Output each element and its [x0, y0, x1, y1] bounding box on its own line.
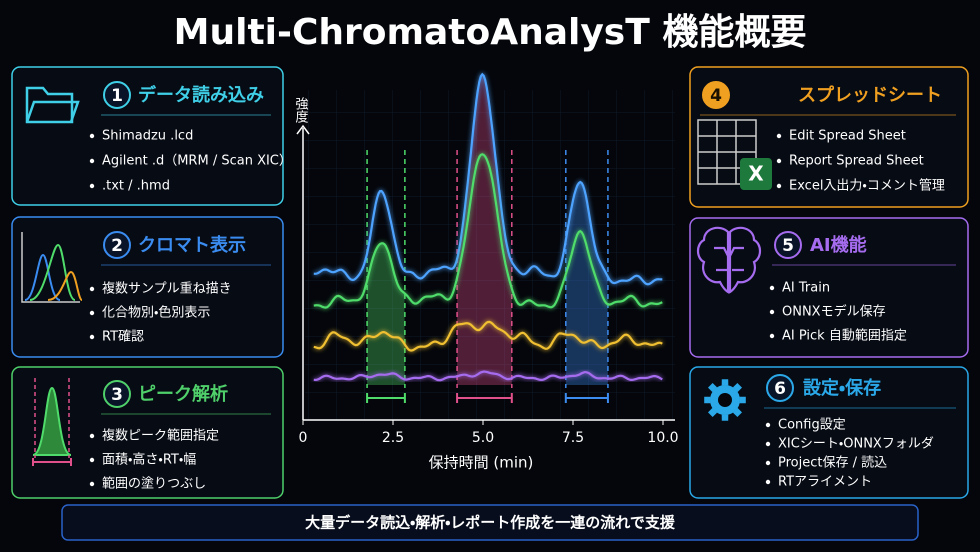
x-tick-label: 10.0	[647, 430, 678, 446]
panel-item: AI Train	[782, 281, 830, 296]
bullet	[89, 457, 95, 463]
trace	[313, 370, 663, 382]
x-tick-label: 7.5	[562, 430, 584, 446]
bullet	[776, 183, 782, 189]
bullet	[776, 133, 782, 139]
panel-icon	[25, 86, 80, 124]
range-bracket	[564, 393, 609, 403]
trace	[313, 320, 663, 352]
panel-number: 2	[111, 236, 123, 256]
panel-title: AI機能	[810, 234, 867, 256]
bullet	[89, 433, 95, 439]
bullet	[89, 133, 95, 139]
bullet	[89, 481, 95, 487]
panel-title: データ読み込み	[138, 84, 264, 106]
panel-item: Report Spread Sheet	[789, 154, 924, 169]
panel-box	[11, 366, 284, 499]
icon-text: X	[748, 162, 764, 186]
feature-panel: 1 データ読み込み Shimadzu .lcd Agilent .d（MRM / Sc…	[11, 66, 292, 206]
panel-title: クロマト表示	[138, 234, 246, 256]
panel-icon	[21, 232, 83, 303]
panel-item: 複数サンプル重ね描き	[102, 281, 232, 297]
bullet	[89, 286, 95, 292]
peak-fill	[565, 182, 608, 385]
panel-item: RTアライメント	[778, 475, 872, 490]
footer-box	[61, 504, 919, 541]
panel-icon	[704, 379, 746, 421]
number-badge	[103, 380, 131, 408]
bullet	[89, 310, 95, 316]
panel-item: Shimadzu .lcd	[102, 129, 193, 144]
bullet	[765, 479, 771, 485]
panel-item: RT確認	[102, 329, 144, 345]
bullet	[776, 158, 782, 164]
panel-box	[11, 216, 284, 358]
x-tick-label: 0	[299, 430, 308, 446]
footer: 大量データ読込・解析・レポート作成を一連の流れで支援	[305, 514, 676, 532]
panel-item: 範囲の塗りつぶし	[102, 477, 206, 492]
panel-item: 化合物別・色別表示	[102, 306, 210, 321]
panel-number: 3	[111, 385, 123, 405]
panel-item: Edit Spread Sheet	[789, 129, 906, 144]
bullet	[89, 158, 95, 164]
feature-panel: 5 AI機能 AI Train ONNXモデル保存 AI Pick 自動範囲指定	[689, 217, 969, 358]
panel-item: 複数ピーク範囲指定	[102, 428, 219, 444]
bullet	[89, 183, 95, 189]
feature-panel: 6 設定・保存 Config設定 XICシート・ONNXフォルダ Project保存 /…	[689, 366, 969, 499]
x-label: 保持時間 (min)	[429, 454, 534, 472]
panel-title: ピーク解析	[138, 383, 228, 405]
panel-item: Excel入出力・コメント管理	[789, 179, 945, 194]
y-label: 強度	[293, 97, 309, 123]
panel-item: 面積・高さ・RT・幅	[102, 452, 196, 468]
trace	[313, 72, 663, 286]
panel-number: 5	[782, 236, 794, 256]
panel-item: Config設定	[778, 418, 846, 433]
panel-title: スプレッドシート	[798, 84, 942, 106]
panel-item: AI Pick 自動範囲指定	[782, 329, 907, 344]
panel-item: Agilent .d（MRM / Scan XIC）	[102, 154, 292, 169]
number-badge	[103, 231, 131, 259]
number-badge	[103, 81, 131, 109]
range-bracket	[366, 393, 406, 403]
panel-number: 6	[774, 379, 786, 399]
panel-icon	[32, 378, 72, 466]
trace	[313, 153, 663, 309]
range-bracket	[456, 393, 513, 403]
panel-number: 4	[710, 86, 722, 106]
panel-title: 設定・保存	[803, 377, 881, 399]
bullet	[765, 460, 771, 466]
panel-item: ONNXモデル保存	[782, 304, 886, 320]
number-badge	[766, 374, 794, 402]
panel-number: 1	[111, 86, 123, 106]
panel-box	[11, 66, 284, 206]
peak-fill	[457, 74, 512, 385]
panel-icon	[697, 119, 772, 190]
title: Multi-ChromatoAnalysT 機能概要	[174, 12, 807, 53]
feature-panel: X 4 スプレッドシート Edit Spread Sheet Report Spread…	[689, 66, 969, 208]
bullet	[769, 333, 775, 339]
bullet	[765, 422, 771, 428]
number-badge	[774, 231, 802, 259]
panel-item: Project保存 / 読込	[778, 456, 887, 471]
bullet	[769, 285, 775, 291]
panel-box	[689, 366, 969, 499]
number-badge	[702, 81, 730, 109]
bullet	[765, 441, 771, 447]
x-tick-label: 2.5	[382, 430, 404, 446]
panel-item: .txt / .hmd	[102, 179, 170, 194]
chromatogram: 強度 保持時間 (min) 0 2.5 5.0 7.5 10.0	[293, 72, 679, 472]
y-arrow	[296, 124, 310, 135]
panel-item: XICシート・ONNXフォルダ	[778, 437, 934, 452]
panel-icon	[696, 226, 762, 294]
bullet	[89, 334, 95, 340]
x-tick-label: 5.0	[472, 430, 494, 446]
bullet	[769, 309, 775, 315]
